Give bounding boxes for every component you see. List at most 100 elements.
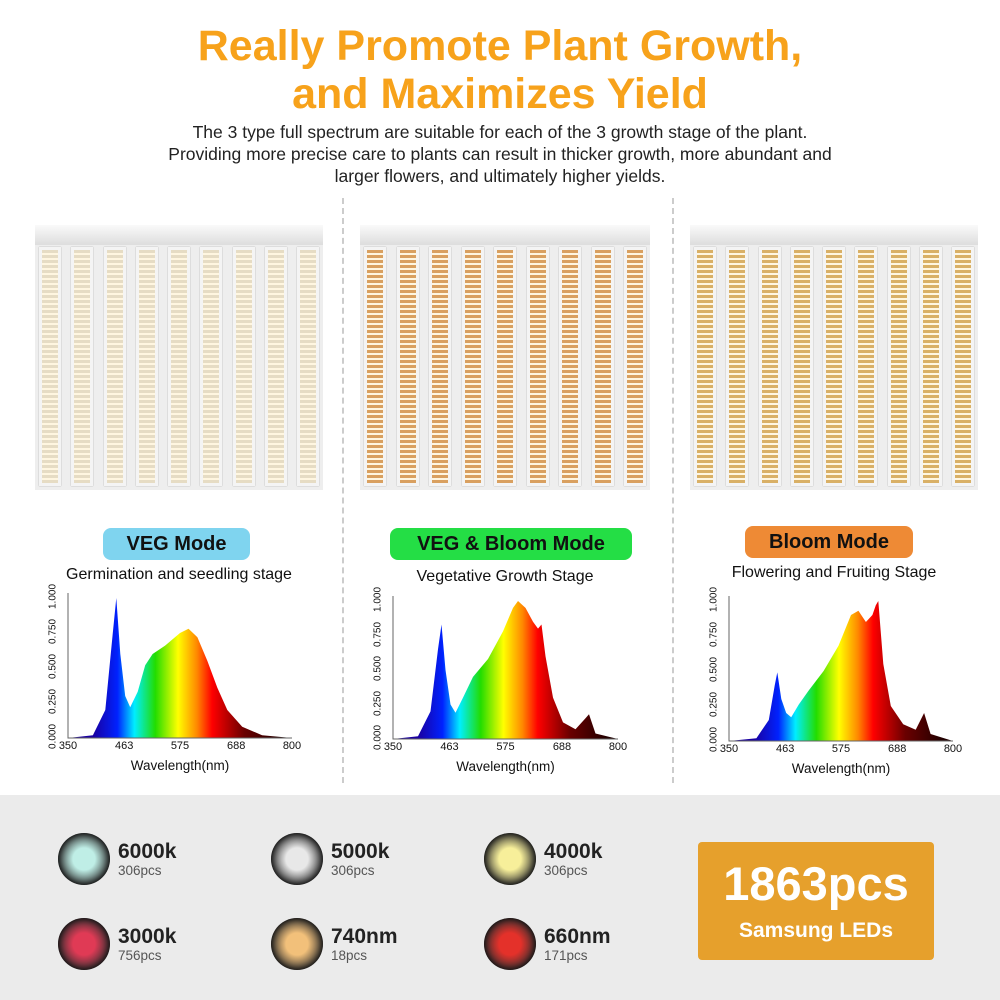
y-tick-label: 0.000 xyxy=(708,726,720,753)
x-axis-label: Wavelength(nm) xyxy=(456,759,555,774)
spectrum-area xyxy=(393,601,618,739)
led-strip xyxy=(200,247,223,486)
led-strip xyxy=(559,247,581,486)
led-strip xyxy=(135,247,158,486)
led-strip xyxy=(591,247,614,486)
axis-line xyxy=(392,596,618,740)
led-count: 171pcs xyxy=(544,947,588,963)
led-strip xyxy=(297,247,319,486)
led-strip xyxy=(103,247,126,486)
x-tick-label: 800 xyxy=(608,741,628,753)
led-strip xyxy=(919,247,942,486)
led-strip xyxy=(526,247,549,486)
divider xyxy=(672,198,674,783)
led-chip-icon xyxy=(484,833,536,885)
y-tick-label: 0.750 xyxy=(708,621,720,648)
y-tick-label: 0.250 xyxy=(708,691,720,718)
light-frame xyxy=(360,225,650,245)
spectrum-area xyxy=(729,601,953,741)
led-name: 5000k xyxy=(331,839,390,863)
y-tick-label: 1.000 xyxy=(708,586,720,613)
mode-badge: VEG Mode xyxy=(103,528,250,560)
x-tick-label: 350 xyxy=(383,741,403,753)
stage-label: Flowering and Fruiting Stage xyxy=(731,564,937,581)
desc-line: larger flowers, and ultimately higher yi… xyxy=(334,166,666,186)
axis-line xyxy=(67,593,292,739)
x-tick-label: 350 xyxy=(719,743,739,755)
x-tick-label: 575 xyxy=(170,740,190,752)
led-type: 740nm 18pcs xyxy=(271,918,398,970)
led-strip xyxy=(624,247,646,486)
led-count: 756pcs xyxy=(118,947,162,963)
desc-line: The 3 type full spectrum are suitable fo… xyxy=(192,122,808,142)
axis-line xyxy=(728,596,953,742)
led-strip xyxy=(39,247,61,486)
y-tick-label: 0.500 xyxy=(708,656,720,683)
mode-badge: Bloom Mode xyxy=(745,526,913,558)
led-name: 660nm xyxy=(544,924,611,948)
led-strip xyxy=(232,247,255,486)
led-strip xyxy=(823,247,845,486)
x-tick-label: 463 xyxy=(115,740,134,752)
led-strip xyxy=(364,247,386,486)
led-count: 306pcs xyxy=(118,862,162,878)
x-tick-label: 688 xyxy=(227,740,246,752)
title-line: and Maximizes Yield xyxy=(292,70,708,118)
light-frame xyxy=(35,225,323,245)
desc-line: Providing more precise care to plants ca… xyxy=(168,144,832,164)
stage-label: Vegetative Growth Stage xyxy=(416,568,594,585)
x-tick-label: 463 xyxy=(440,741,459,753)
led-name: 4000k xyxy=(544,839,603,863)
led-strip xyxy=(726,247,749,486)
grow-light-image xyxy=(35,225,323,490)
led-name: 3000k xyxy=(118,924,177,948)
x-axis-label: Wavelength(nm) xyxy=(791,761,891,776)
led-count: 18pcs xyxy=(331,947,368,963)
led-count: 306pcs xyxy=(544,862,588,878)
light-frame xyxy=(690,225,978,245)
stage-label: Germination and seedling stage xyxy=(66,566,292,583)
total-count: 1863pcs xyxy=(723,857,909,910)
led-strip xyxy=(168,247,190,486)
led-strip xyxy=(396,247,419,486)
led-strip xyxy=(264,247,287,486)
divider xyxy=(342,198,344,783)
x-tick-label: 800 xyxy=(943,743,963,755)
led-chip-icon xyxy=(484,918,536,970)
led-type: 3000k 756pcs xyxy=(58,918,176,970)
led-type: 4000k 306pcs xyxy=(484,833,602,885)
led-name: 740nm xyxy=(331,924,398,948)
page-title: Really Promote Plant Growth, and Maximiz… xyxy=(0,22,1000,118)
led-type: 5000k 306pcs xyxy=(271,833,389,885)
x-tick-label: 463 xyxy=(776,743,795,755)
title-line: Really Promote Plant Growth, xyxy=(197,22,803,70)
led-count: 306pcs xyxy=(331,862,375,878)
led-strip xyxy=(494,247,516,486)
led-type: 660nm 171pcs xyxy=(484,918,611,970)
x-tick-label: 575 xyxy=(831,743,851,755)
led-strip xyxy=(758,247,781,486)
led-chip-icon xyxy=(271,918,323,970)
description: The 3 type full spectrum are suitable fo… xyxy=(0,121,1000,187)
led-strip xyxy=(461,247,484,486)
grow-light-image xyxy=(690,225,978,490)
x-tick-label: 575 xyxy=(496,741,515,753)
mode-badge: VEG & Bloom Mode xyxy=(390,528,632,560)
led-chip-icon xyxy=(58,833,110,885)
led-type: 6000k 306pcs xyxy=(58,833,176,885)
x-tick-label: 688 xyxy=(888,743,907,755)
led-strip xyxy=(887,247,910,486)
led-strip xyxy=(694,247,716,486)
total-label: Samsung LEDs xyxy=(738,919,894,942)
x-tick-label: 350 xyxy=(58,740,78,752)
x-tick-label: 800 xyxy=(282,740,302,752)
led-strip xyxy=(855,247,878,486)
grow-light-image xyxy=(360,225,650,490)
led-name: 6000k xyxy=(118,839,177,863)
led-strip xyxy=(790,247,813,486)
total-leds-badge: 1863pcs Samsung LEDs xyxy=(698,842,934,960)
led-strip xyxy=(429,247,451,486)
